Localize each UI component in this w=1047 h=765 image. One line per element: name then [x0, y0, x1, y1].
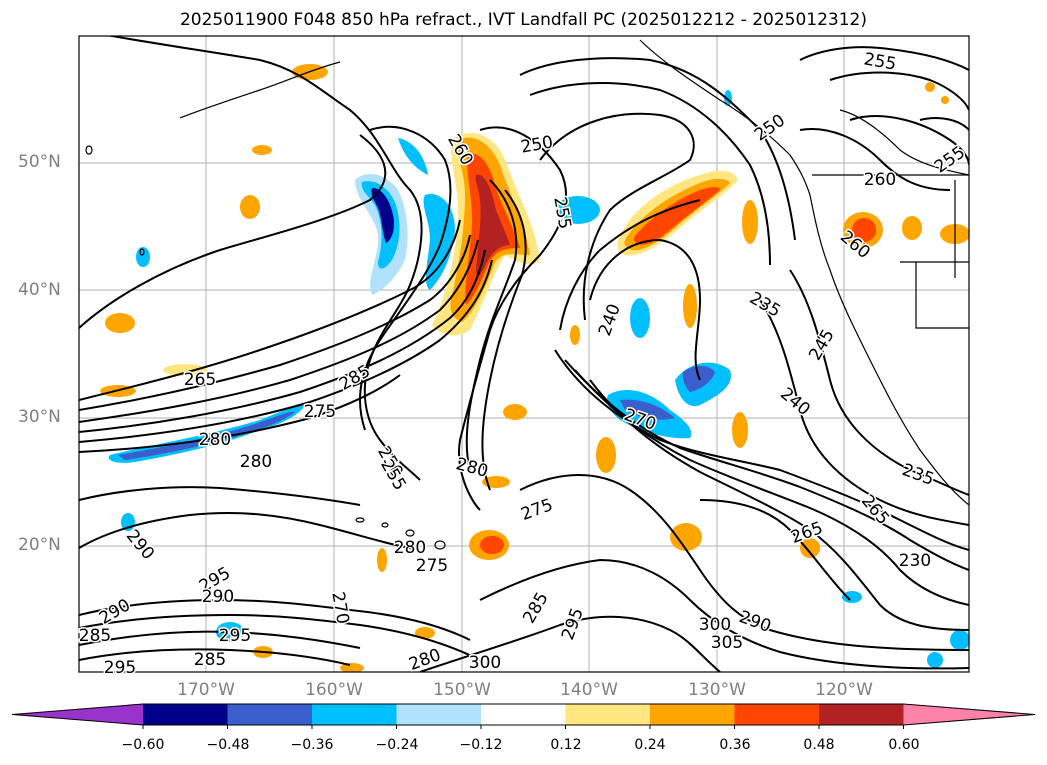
- lat-tick-label: 20°N: [18, 535, 61, 555]
- contour-label: 265: [184, 370, 216, 390]
- lon-tick-label: 160°W: [305, 680, 363, 700]
- colorbar-tick-label: −0.36: [290, 737, 334, 753]
- colorbar-segment: [312, 704, 397, 725]
- lon-tick-label: 170°W: [177, 680, 235, 700]
- colorbar-segment: [227, 704, 313, 725]
- colorbar-tick-label: −0.24: [375, 737, 419, 753]
- colorbar-extension-left: [12, 704, 143, 725]
- contour-label: 255: [549, 195, 574, 230]
- contour-label: 300: [469, 653, 501, 673]
- colorbar-tick-label: 0.24: [634, 737, 666, 753]
- colorbar-segment: [565, 704, 651, 725]
- contour-label: 270: [327, 590, 352, 625]
- contour-label: 280: [199, 430, 231, 450]
- colorbar-segment: [143, 704, 228, 725]
- contour-label: 280: [394, 538, 426, 558]
- contour-label: 280: [240, 452, 272, 472]
- colorbar-tick-label: −0.12: [459, 737, 503, 753]
- contour-label: 300: [699, 615, 731, 635]
- contour-label: 295: [104, 658, 136, 678]
- lon-tick-label: 140°W: [560, 680, 618, 700]
- colorbar-segment: [396, 704, 482, 725]
- shaded-regions: [100, 64, 969, 672]
- colorbar-tick-label: 0.48: [803, 737, 835, 753]
- contour-label: 305: [711, 633, 743, 653]
- graticule: [79, 36, 969, 672]
- colorbar-extension-right: [903, 704, 1035, 725]
- lat-tick-label: 30°N: [18, 407, 61, 427]
- contour-label: 260: [864, 170, 896, 190]
- contour-label: 230: [899, 551, 931, 571]
- contour-label: 285: [194, 650, 226, 670]
- contour-label: 290: [202, 587, 234, 607]
- colorbar-tick-label: 0.36: [719, 737, 751, 753]
- contour-label: 275: [304, 402, 336, 422]
- lat-tick-label: 40°N: [18, 280, 61, 300]
- colorbar: [11, 703, 1036, 729]
- colorbar-tick-label: −0.48: [206, 737, 250, 753]
- contour-lines: [79, 36, 969, 672]
- lon-tick-label: 130°W: [688, 680, 746, 700]
- lon-tick-label: 150°W: [433, 680, 491, 700]
- colorbar-tick-label: −0.60: [121, 737, 165, 753]
- colorbar-tick-label: 0.12: [550, 737, 582, 753]
- contour-label: 285: [79, 626, 111, 646]
- colorbar-segment: [734, 704, 820, 725]
- map-frame: [78, 35, 970, 673]
- colorbar-tick-label: 0.60: [888, 737, 920, 753]
- lat-tick-label: 50°N: [18, 152, 61, 172]
- lon-tick-label: 120°W: [815, 680, 873, 700]
- colorbar-segment: [481, 704, 566, 725]
- map-area: [79, 36, 969, 672]
- map-title: 2025011900 F048 850 hPa refract., IVT La…: [179, 10, 867, 30]
- colorbar-segment: [650, 704, 735, 725]
- contour-label: 250: [519, 132, 554, 157]
- contour-label: 275: [416, 556, 448, 576]
- coastlines: [85, 39, 969, 550]
- contour-label: 295: [219, 626, 251, 646]
- colorbar-segment: [819, 704, 904, 725]
